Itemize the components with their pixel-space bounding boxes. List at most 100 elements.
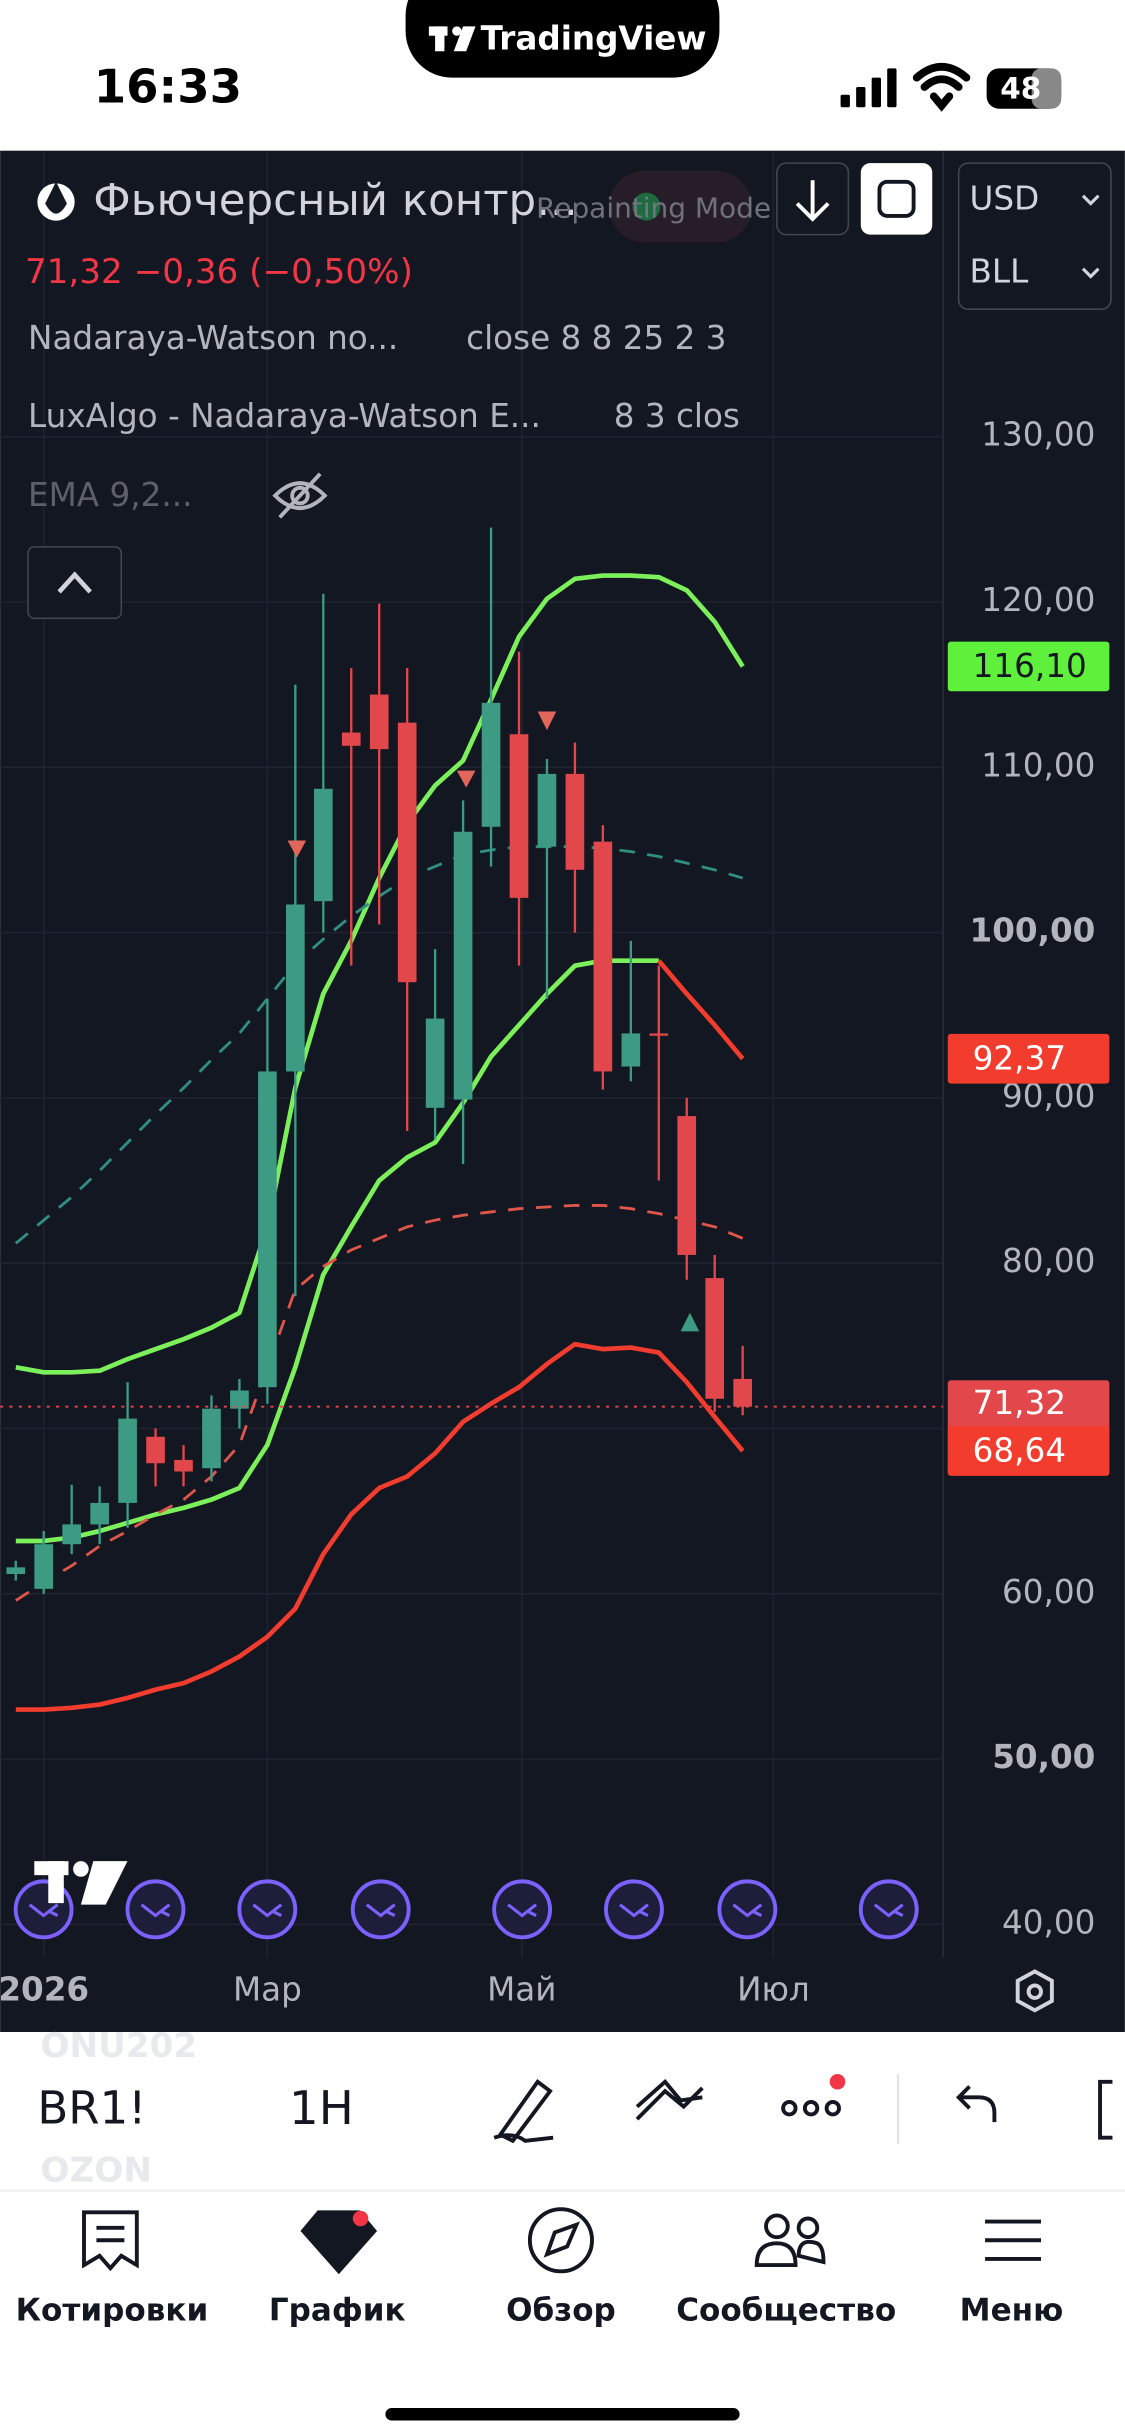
tradingview-watermark: [34, 1861, 128, 1905]
candle-body: [537, 773, 557, 847]
settings-icon[interactable]: [1015, 1969, 1054, 2013]
tab-label[interactable]: Сообщество: [676, 2293, 896, 2329]
app-name: TradingView: [481, 19, 707, 57]
indicator-line: [657, 959, 745, 1061]
quote: 71,32 −0,36 (−0,50%): [25, 252, 413, 292]
y-tick-label: 100,00: [970, 912, 1096, 950]
toolbar-symbol[interactable]: BR1!: [37, 2081, 146, 2134]
drop-icon: [45, 181, 67, 214]
candle-body: [62, 1524, 82, 1545]
quotes-icon: [82, 2210, 139, 2272]
signal-markers: [287, 711, 700, 1332]
symbol-name[interactable]: Фьючерсный контр...: [93, 176, 577, 226]
chart-background: [0, 150, 1125, 2033]
candle-body: [565, 773, 585, 870]
tab-icons: [82, 2207, 1041, 2275]
y-tick-label: 120,00: [981, 581, 1095, 619]
event-arrow: [252, 1903, 283, 1918]
currency[interactable]: USD: [970, 179, 1040, 217]
price-label: 116,10: [973, 647, 1087, 685]
price-label-bg: [947, 641, 1110, 692]
event-icon: [492, 1879, 553, 1940]
clock: 16:33: [94, 60, 242, 114]
candle-body: [230, 1390, 249, 1409]
toolbar-interval[interactable]: 1H: [289, 2081, 354, 2135]
trend-tool-icon[interactable]: [635, 2079, 704, 2121]
arrow-down-icon: [795, 180, 830, 222]
event-icon: [125, 1879, 186, 1940]
explore-icon: [527, 2207, 594, 2274]
event-arrow: [619, 1903, 649, 1918]
tab-label[interactable]: Обзор: [506, 2293, 616, 2329]
event-icon: [237, 1879, 298, 1940]
candle-body: [118, 1418, 137, 1503]
candle-body: [705, 1278, 725, 1399]
compass-needle: [543, 2221, 581, 2258]
indicator-name[interactable]: EMA 9,2...: [28, 476, 192, 514]
x-tick-label: 2026: [0, 1971, 89, 2009]
price-axis: 40,0050,0060,0070,0080,0090,00100,00110,…: [0, 416, 1110, 2009]
candle-body: [202, 1408, 221, 1469]
event-icon: [858, 1879, 919, 1940]
battery-empty: [1031, 68, 1062, 109]
candle-body: [341, 732, 361, 746]
currency-selector[interactable]: [957, 162, 1112, 310]
indicator-name[interactable]: LuxAlgo - Nadaraya-Watson E...: [28, 397, 541, 435]
redo-icon[interactable]: [1098, 2079, 1113, 2140]
tab-notification: [352, 2210, 369, 2227]
candle-body: [258, 1071, 277, 1388]
menu-icon: [985, 2219, 1041, 2261]
watermark-symbol: ONU202: [40, 2026, 197, 2066]
candle-body: [453, 831, 473, 1100]
fullscreen-button[interactable]: [860, 163, 933, 235]
repainting-badge: [609, 170, 753, 243]
collapse-button[interactable]: [27, 546, 123, 620]
chevron-up: [57, 571, 92, 594]
candle-body: [90, 1502, 109, 1525]
candle-body: [174, 1459, 193, 1472]
undo-icon[interactable]: [955, 2085, 997, 2123]
dropdown-arrows: [1081, 194, 1100, 279]
candle-body: [425, 1018, 445, 1108]
price-label: 92,37: [973, 1039, 1066, 1077]
candle-body: [313, 788, 333, 902]
notification-dot: [829, 2074, 846, 2090]
event-arrow: [28, 1903, 59, 1918]
price-label-bg: [947, 1426, 1110, 1476]
status-dot: [632, 192, 661, 221]
unit[interactable]: BLL: [970, 252, 1029, 290]
candle-body: [733, 1378, 752, 1407]
tab-label[interactable]: Меню: [960, 2293, 1064, 2329]
candle-body: [481, 702, 501, 827]
candle-body: [34, 1544, 54, 1589]
y-tick-label: 50,00: [992, 1738, 1095, 1776]
candle-body: [509, 734, 529, 898]
tv-logo-small: [428, 26, 476, 52]
settings-icon-center: [1026, 1983, 1043, 2000]
indicator-params: 8 3 clos: [614, 397, 740, 435]
y-tick-label: 130,00: [981, 416, 1095, 454]
price-label-bg: [947, 1033, 1110, 1084]
event-icon: [350, 1879, 411, 1940]
event-arrow: [873, 1903, 904, 1918]
x-tick-label: Мар: [233, 1971, 302, 2009]
drawing-tool-icon[interactable]: [493, 2079, 554, 2144]
up-marker: [680, 1312, 700, 1332]
event-icons: [13, 1879, 919, 1940]
wifi-icon: [912, 62, 971, 112]
fullscreen-icon: [877, 179, 916, 218]
more-icon[interactable]: [781, 2100, 841, 2117]
indicator-name[interactable]: Nadaraya-Watson no...: [28, 319, 398, 357]
x-tick-label: Июл: [737, 1971, 810, 2009]
tab-label[interactable]: Котировки: [16, 2293, 209, 2329]
y-tick-label: 80,00: [1002, 1242, 1095, 1280]
indicator-line: [15, 1204, 744, 1602]
dynamic-island: [405, 0, 720, 78]
indicator-line: [15, 958, 659, 1544]
hidden-eye-icon[interactable]: [272, 472, 328, 519]
tab-label[interactable]: График: [269, 2293, 406, 2329]
down-marker: [456, 770, 476, 788]
candle-body: [146, 1436, 165, 1464]
